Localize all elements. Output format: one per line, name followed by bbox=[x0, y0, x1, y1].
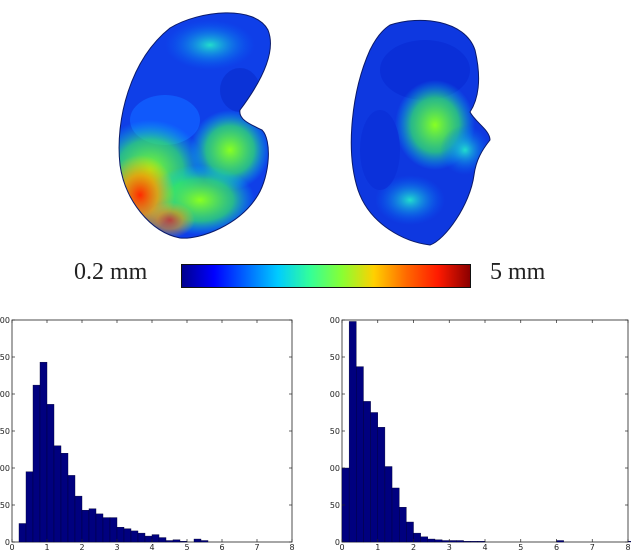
hist-bar bbox=[370, 412, 378, 543]
left-kidney bbox=[118, 12, 271, 239]
hist-bar bbox=[165, 540, 174, 543]
x-tick-label: 4 bbox=[149, 543, 154, 550]
hist-bar bbox=[88, 508, 97, 543]
y-tick-label: 50 bbox=[0, 501, 10, 510]
histogram-right: 0 1 2 3 4 5 6 7 8 0 50 100 150 200 250 300 bbox=[330, 316, 631, 550]
x-tick-label: 1 bbox=[44, 543, 49, 550]
x-tick-label: 6 bbox=[554, 543, 559, 550]
hist-bar bbox=[151, 534, 160, 543]
hist-bar bbox=[363, 401, 371, 543]
hist-bar bbox=[470, 541, 479, 543]
hist-bar bbox=[456, 540, 464, 543]
y-tick-label: 250 bbox=[330, 353, 340, 362]
hist-bar bbox=[18, 523, 27, 543]
x-tick-label: 3 bbox=[114, 543, 119, 550]
x-tick-label: 8 bbox=[625, 543, 630, 550]
y-tick-label: 200 bbox=[330, 390, 340, 399]
colorbar-min-label: 0.2 mm bbox=[74, 259, 148, 285]
hist-bar bbox=[60, 452, 69, 543]
y-tick-label: 300 bbox=[0, 316, 10, 325]
y-tick-label: 0 bbox=[5, 538, 10, 547]
hist-bar bbox=[200, 540, 209, 543]
hist-bar bbox=[377, 427, 386, 543]
hist-bar bbox=[130, 530, 139, 543]
hist-bar bbox=[413, 532, 421, 543]
hist-bar bbox=[67, 475, 76, 543]
x-tick-label: 0 bbox=[339, 543, 344, 550]
hist-bar bbox=[123, 528, 132, 543]
hist-bar bbox=[109, 517, 118, 543]
hist-bar bbox=[172, 539, 181, 543]
y-tick-label: 250 bbox=[0, 353, 10, 362]
hist-bar bbox=[556, 540, 564, 543]
y-tick-label: 150 bbox=[0, 427, 10, 436]
hist-bar bbox=[463, 541, 471, 543]
x-tick-label: 2 bbox=[79, 543, 84, 550]
x-tick-label: 3 bbox=[447, 543, 452, 550]
hist-bar bbox=[144, 535, 153, 543]
colorbar-max-label: 5 mm bbox=[490, 259, 546, 285]
hist-bar bbox=[348, 321, 357, 543]
kidney-renderings bbox=[118, 12, 491, 246]
hist-bar bbox=[427, 538, 436, 543]
x-tick-label: 1 bbox=[375, 543, 380, 550]
x-tick-label: 7 bbox=[254, 543, 259, 550]
hist-bar bbox=[39, 361, 48, 543]
colorbar-gradient bbox=[181, 264, 471, 288]
y-tick-label: 300 bbox=[330, 316, 340, 325]
hist-bar bbox=[53, 445, 62, 543]
hist-bar bbox=[95, 513, 104, 543]
histogram-left: 0 1 2 3 4 5 6 7 8 0 50 100 150 200 250 300 bbox=[0, 316, 295, 550]
hist-bar bbox=[158, 537, 167, 543]
y-tick-label: 200 bbox=[0, 390, 10, 399]
x-tick-label: 6 bbox=[219, 543, 224, 550]
x-tick-label: 2 bbox=[411, 543, 416, 550]
hist-bar bbox=[398, 507, 407, 543]
hist-bar bbox=[420, 536, 429, 543]
hist-bar bbox=[477, 541, 486, 543]
hist-bar bbox=[193, 538, 202, 543]
hist-bar bbox=[102, 517, 111, 543]
hist-bar bbox=[46, 404, 55, 543]
y-tick-label: 150 bbox=[330, 427, 340, 436]
y-tick-label: 100 bbox=[330, 464, 340, 473]
hist-bar bbox=[434, 539, 443, 543]
hist-bar bbox=[179, 541, 188, 543]
hist-bar bbox=[391, 487, 400, 543]
x-tick-label: 7 bbox=[590, 543, 595, 550]
hist-bar bbox=[137, 532, 146, 543]
hist-bar bbox=[384, 466, 393, 543]
y-tick-label: 0 bbox=[335, 538, 340, 547]
hist-bar bbox=[356, 366, 364, 543]
x-tick-label: 5 bbox=[184, 543, 189, 550]
hist-bar bbox=[81, 509, 90, 543]
y-tick-label: 100 bbox=[0, 464, 10, 473]
x-tick-label: 5 bbox=[518, 543, 523, 550]
hist-bar bbox=[32, 384, 41, 543]
x-tick-label: 0 bbox=[9, 543, 14, 550]
hist-bar bbox=[25, 471, 34, 543]
x-tick-label: 8 bbox=[289, 543, 294, 550]
right-kidney bbox=[350, 19, 491, 246]
hist-bar bbox=[74, 495, 83, 543]
x-tick-label: 4 bbox=[482, 543, 487, 550]
hist-bar bbox=[441, 540, 450, 543]
y-tick-label: 50 bbox=[330, 501, 340, 510]
hist-bar bbox=[406, 521, 414, 543]
hist-bar bbox=[449, 540, 457, 543]
hist-bar bbox=[116, 526, 125, 543]
colorbar: 0.2 mm 5 mm bbox=[0, 255, 631, 295]
